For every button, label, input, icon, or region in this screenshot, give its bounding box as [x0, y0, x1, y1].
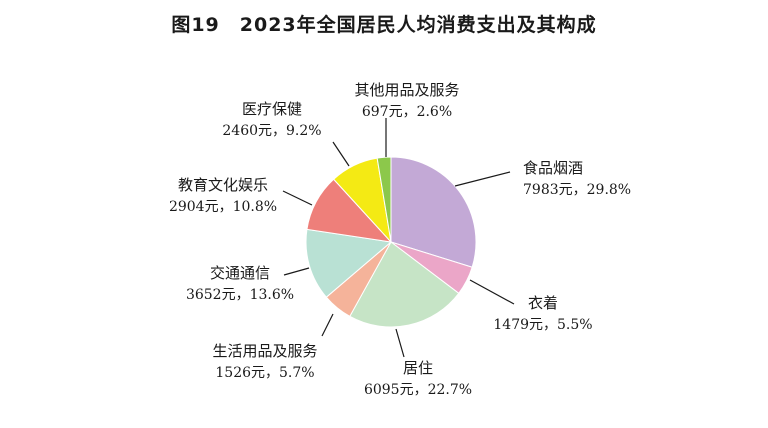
slice-name-label-3: 生活用品及服务	[212, 342, 317, 360]
slice-name-label-6: 医疗保健	[242, 100, 302, 118]
slice-name-label-0: 食品烟酒	[523, 159, 583, 177]
slice-name-label-5: 教育文化娱乐	[178, 176, 268, 194]
pie-slice-7	[376, 156, 392, 243]
slice-value-label-0: 7983元，29.8%	[523, 182, 631, 198]
slice-value-label-2: 6095元，22.7%	[364, 382, 472, 398]
slice-value-label-3: 1526元，5.7%	[215, 365, 314, 381]
slice-name-label-2: 居住	[403, 359, 433, 377]
slice-value-label-6: 2460元，9.2%	[222, 123, 321, 139]
pie-slice-2	[349, 241, 460, 328]
slice-name-label-1: 衣着	[528, 294, 558, 312]
pie-slice-4	[305, 228, 393, 298]
leader-line-5	[282, 190, 313, 206]
slice-value-label-4: 3652元，13.6%	[186, 287, 294, 303]
chart-title: 图19 2023年全国居民人均消费支出及其构成	[171, 14, 597, 36]
leader-line-3	[321, 313, 334, 337]
leader-line-4	[283, 267, 310, 276]
leader-line-2	[395, 328, 405, 358]
leader-line-1	[469, 279, 515, 305]
slice-name-label-7: 其他用品及服务	[354, 81, 459, 99]
slice-value-label-1: 1479元，5.5%	[493, 317, 592, 333]
leader-line-0	[454, 171, 511, 187]
slice-value-label-7: 697元，2.6%	[362, 104, 452, 120]
slice-name-label-4: 交通通信	[210, 264, 270, 282]
leader-line-6	[332, 141, 350, 167]
slice-value-label-5: 2904元，10.8%	[169, 199, 277, 215]
pie-slice-0	[390, 156, 477, 268]
